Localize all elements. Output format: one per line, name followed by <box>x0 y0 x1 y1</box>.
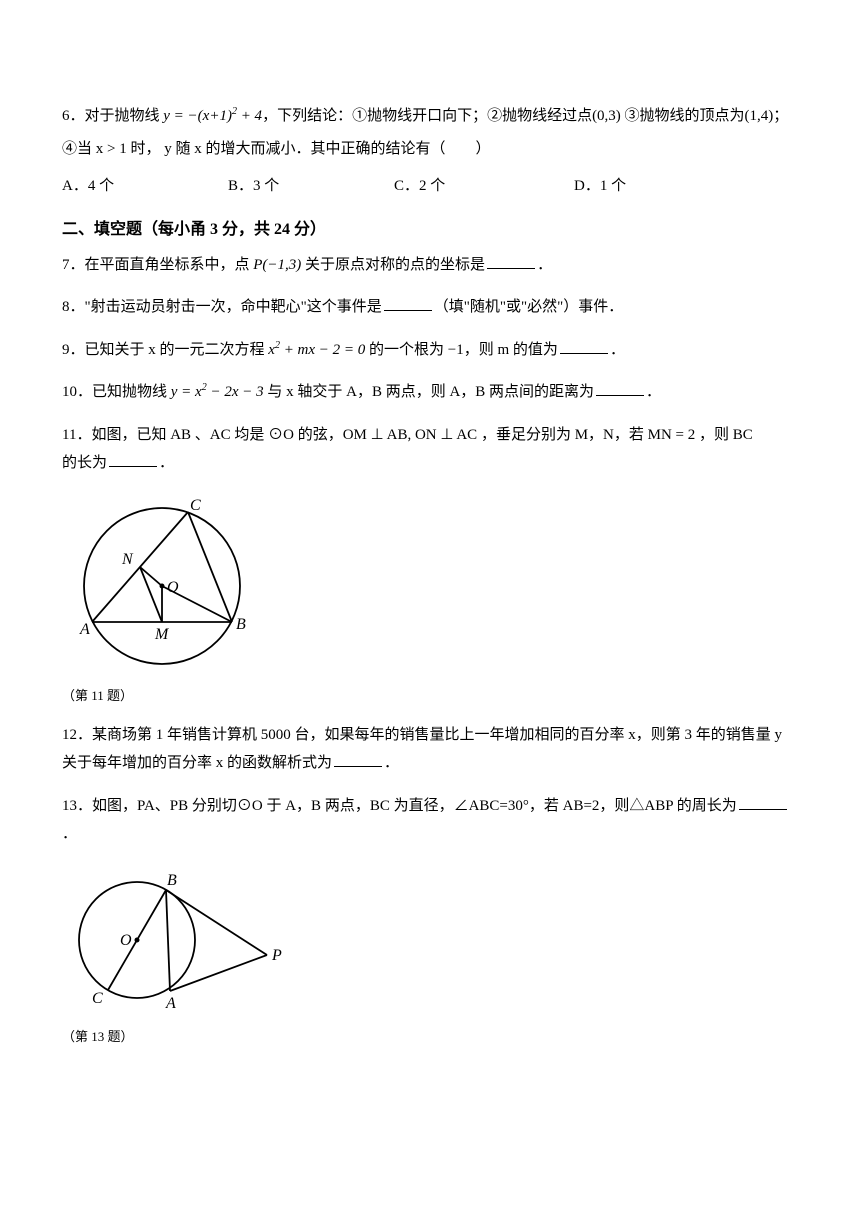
svg-text:B: B <box>236 616 246 633</box>
q6-prefix: 6．对于抛物线 <box>62 108 163 124</box>
question-12: 12．某商场第 1 年销售计算机 5000 台，如果每年的销售量比上一年增加相同… <box>62 721 798 778</box>
q7-prefix: 7．在平面直角坐标系中，点 <box>62 257 253 273</box>
q6-formula: y = −(x+1)2 + 4 <box>163 108 262 124</box>
q7-period: ． <box>537 257 552 273</box>
q10-prefix: 10．已知抛物线 <box>62 384 171 400</box>
q9-formula: x2 + mx − 2 = 0 <box>268 342 365 358</box>
q9-blank <box>560 338 608 354</box>
question-10: 10．已知抛物线 y = x2 − 2x − 3 与 x 轴交于 A，B 两点，… <box>62 378 798 407</box>
figure-13: B O P C A <box>62 865 798 1015</box>
figure-13-svg: B O P C A <box>62 865 292 1015</box>
svg-text:C: C <box>92 990 103 1007</box>
q6-text: 6．对于抛物线 y = −(x+1)2 + 4，下列结论：①抛物线开口向下；②抛… <box>62 100 798 133</box>
q11-period: ． <box>159 455 174 471</box>
figure-11: C N O A M B <box>62 494 798 674</box>
q11-blank <box>109 451 157 467</box>
q10-period: ． <box>646 384 661 400</box>
section-2-header: 二、填空题（每小甬 3 分，共 24 分） <box>62 215 798 245</box>
question-13: 13．如图，PA、PB 分别切⊙O 于 A，B 两点，BC 为直径，∠ABC=3… <box>62 792 798 849</box>
q10-blank <box>596 380 644 396</box>
svg-text:M: M <box>154 626 170 643</box>
q6-opt-d: D．1 个 <box>574 172 714 201</box>
q7-suffix: 关于原点对称的点的坐标是 <box>301 257 485 273</box>
q6-line2: ④当 x > 1 时， y 随 x 的增大而减小．其中正确的结论有（ ） <box>62 133 798 166</box>
q13-blank <box>739 794 787 810</box>
question-8: 8．"射击运动员射击一次，命中靶心"这个事件是 （填"随机"或"必然"）事件． <box>62 293 798 322</box>
q13-period: ． <box>62 826 77 842</box>
figure-11-caption: （第 11 题） <box>62 684 798 709</box>
q12-line1: 12．某商场第 1 年销售计算机 5000 台，如果每年的销售量比上一年增加相同… <box>62 721 798 750</box>
q9-prefix: 9．已知关于 x 的一元二次方程 <box>62 342 268 358</box>
svg-text:P: P <box>271 947 282 964</box>
q6-opt-a: A．4 个 <box>62 172 228 201</box>
svg-text:O: O <box>167 579 179 596</box>
svg-text:C: C <box>190 497 201 514</box>
q8-blank <box>384 295 432 311</box>
q6-opt-b: B．3 个 <box>228 172 394 201</box>
q12-line2-wrap: 关于每年增加的百分率 x 的函数解析式为 ． <box>62 749 798 778</box>
q7-point: P(−1,3) <box>253 257 301 273</box>
q6-l2-text: ④当 x > 1 时， y 随 x 的增大而减小．其中正确的结论有（ ） <box>62 141 490 157</box>
svg-text:N: N <box>121 551 134 568</box>
q10-formula: y = x2 − 2x − 3 <box>171 384 264 400</box>
q11-line1: 11．如图，已知 AB 、AC 均是 ⊙O 的弦，OM ⊥ AB, ON ⊥ A… <box>62 421 798 450</box>
q8-suffix: （填"随机"或"必然"）事件． <box>434 299 624 315</box>
q7-blank <box>487 253 535 269</box>
q6-options: A．4 个 B．3 个 C．2 个 D．1 个 <box>62 172 798 201</box>
q6-opt-c: C．2 个 <box>394 172 574 201</box>
q12-period: ． <box>384 755 399 771</box>
svg-text:A: A <box>79 621 90 638</box>
q9-mid: 的一个根为 −1，则 m 的值为 <box>365 342 558 358</box>
svg-text:O: O <box>120 932 132 949</box>
q12-line2: 关于每年增加的百分率 x 的函数解析式为 <box>62 755 332 771</box>
question-11: 11．如图，已知 AB 、AC 均是 ⊙O 的弦，OM ⊥ AB, ON ⊥ A… <box>62 421 798 478</box>
q8-text: 8．"射击运动员射击一次，命中靶心"这个事件是 <box>62 299 382 315</box>
q9-period: ． <box>610 342 625 358</box>
figure-13-caption: （第 13 题） <box>62 1025 798 1050</box>
q6-mid: ，下列结论：①抛物线开口向下；②抛物线经过点(0,3) ③抛物线的顶点为(1,4… <box>262 108 788 124</box>
q11-line2: 的长为 <box>62 455 107 471</box>
question-6: 6．对于抛物线 y = −(x+1)2 + 4，下列结论：①抛物线开口向下；②抛… <box>62 100 798 201</box>
q13-text: 13．如图，PA、PB 分别切⊙O 于 A，B 两点，BC 为直径，∠ABC=3… <box>62 798 737 814</box>
question-7: 7．在平面直角坐标系中，点 P(−1,3) 关于原点对称的点的坐标是 ． <box>62 251 798 280</box>
figure-11-svg: C N O A M B <box>62 494 262 674</box>
svg-text:B: B <box>167 872 177 889</box>
q11-line2-wrap: 的长为 ． <box>62 449 798 478</box>
question-9: 9．已知关于 x 的一元二次方程 x2 + mx − 2 = 0 的一个根为 −… <box>62 336 798 365</box>
svg-text:A: A <box>165 995 176 1012</box>
q10-mid: 与 x 轴交于 A，B 两点，则 A，B 两点间的距离为 <box>264 384 594 400</box>
q12-blank <box>334 751 382 767</box>
